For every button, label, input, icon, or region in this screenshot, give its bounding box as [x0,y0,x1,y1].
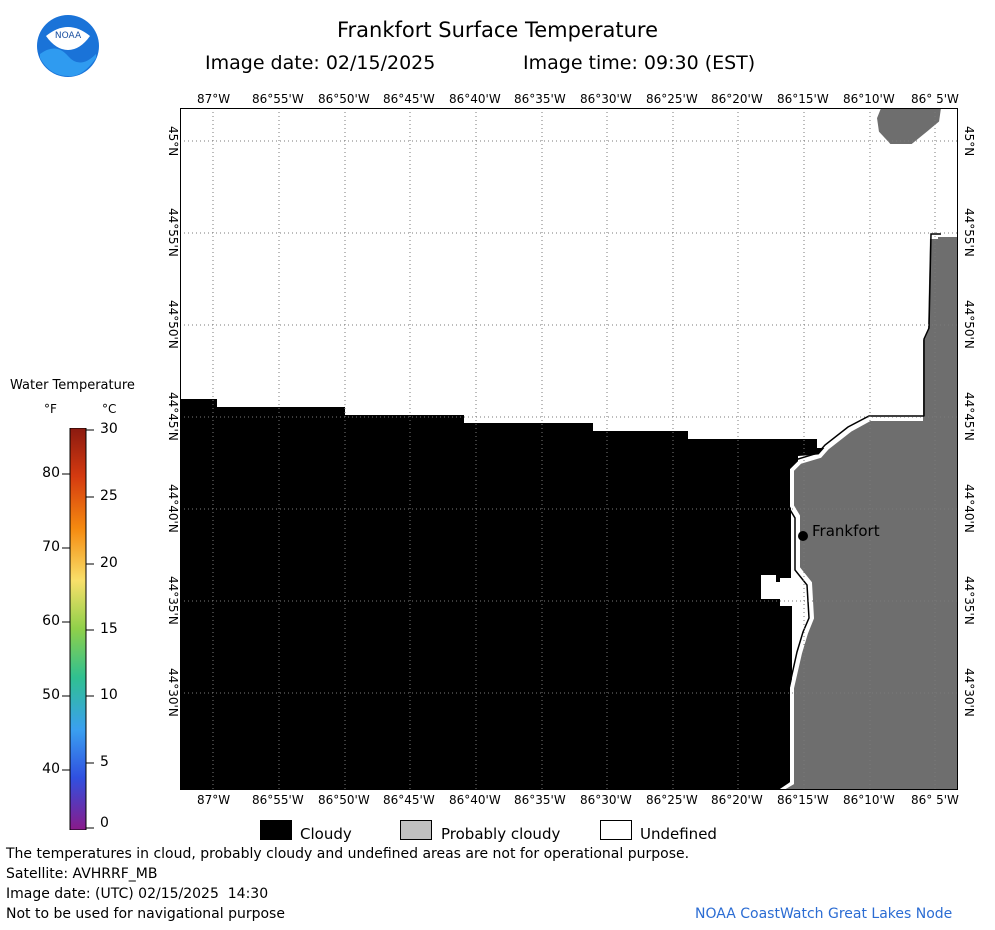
city-label: Frankfort [812,522,880,540]
f-tick-label: 80 [42,465,60,481]
c-tick-label: 15 [100,621,118,637]
legend-label-cloudy: Cloudy [300,825,352,843]
coastline [778,235,938,790]
footer-note: The temperatures in cloud, probably clou… [6,846,690,862]
image-date: Image date: 02/15/2025 [205,52,436,74]
city-marker [798,531,808,541]
legend-label-undefined: Undefined [640,825,717,843]
lat-label-right: 44°55'N [962,208,976,257]
lat-label-left: 44°40'N [166,484,180,533]
lon-label-bottom: 86°55'W [252,793,304,807]
colorbar-title: Water Temperature [10,378,135,393]
lon-label-top: 86°40'W [449,92,501,106]
lon-label-bottom: 86°30'W [580,793,632,807]
lon-label-top: 86°20'W [711,92,763,106]
lon-label-bottom: 86°50'W [318,793,370,807]
cloudy-region [180,399,825,790]
lon-label-bottom: 86° 5'W [911,793,959,807]
lat-label-right: 44°50'N [962,300,976,349]
c-tick-label: 25 [100,488,118,504]
credit-link[interactable]: NOAA CoastWatch Great Lakes Node [695,906,953,922]
graticule [180,108,958,790]
undefined-notch [761,575,792,599]
f-tick-label: 60 [42,613,60,629]
colorbar-ticks [62,429,94,829]
lat-label-left: 45°N [166,126,180,157]
lon-label-bottom: 86°20'W [711,793,763,807]
lon-label-bottom: 86°10'W [843,793,895,807]
lat-label-left: 44°35'N [166,576,180,625]
lon-label-top: 86°30'W [580,92,632,106]
coastline-outline [776,233,941,790]
lon-label-top: 86°55'W [252,92,304,106]
lat-label-left: 44°55'N [166,208,180,257]
page-title: Frankfort Surface Temperature [336,18,658,42]
lon-label-bottom: 87°W [197,793,231,807]
lat-label-left: 44°45'N [166,392,180,441]
footer-nav-warning: Not to be used for navigational purpose [6,906,285,922]
c-tick-label: 0 [100,815,109,831]
legend-swatch-undefined [600,820,632,840]
legend-swatch-cloudy [260,820,292,840]
footer-satellite: Satellite: AVHRRF_MB [6,866,158,882]
c-tick-label: 10 [100,687,118,703]
lon-label-bottom: 86°15'W [777,793,829,807]
lat-label-left: 44°30'N [166,668,180,717]
lon-label-top: 87°W [197,92,231,106]
lon-label-top: 86°25'W [646,92,698,106]
f-tick-label: 50 [42,687,60,703]
f-tick-label: 40 [42,761,60,777]
f-tick-label: 70 [42,539,60,555]
lon-label-bottom: 86°40'W [449,793,501,807]
lat-label-right: 44°30'N [962,668,976,717]
footer-utc-date: Image date: (UTC) 02/15/2025 14:30 [6,886,269,902]
temperature-colorbar [62,428,94,830]
c-tick-label: 5 [100,754,109,770]
temperature-map [180,108,958,790]
probably-cloudy-region [780,237,958,790]
lon-label-top: 86°10'W [843,92,895,106]
lon-label-top: 86°45'W [383,92,435,106]
lon-label-top: 86°35'W [514,92,566,106]
noaa-logo: NOAA [36,14,100,78]
island [874,108,944,146]
lat-label-right: 44°40'N [962,484,976,533]
lat-label-right: 45°N [962,126,976,157]
lon-label-top: 86°15'W [777,92,829,106]
unit-fahrenheit: °F [44,402,57,416]
lon-label-bottom: 86°35'W [514,793,566,807]
legend-label-probably-cloudy: Probably cloudy [441,825,561,843]
lat-label-left: 44°50'N [166,300,180,349]
c-tick-label: 20 [100,555,118,571]
lon-label-bottom: 86°45'W [383,793,435,807]
lat-label-right: 44°45'N [962,392,976,441]
map-frame [180,108,958,790]
legend-swatch-probably-cloudy [400,820,432,840]
logo-text: NOAA [55,31,82,41]
lat-label-right: 44°35'N [962,576,976,625]
unit-celsius: °C [102,402,117,416]
image-time: Image time: 09:30 (EST) [523,52,756,74]
lon-label-top: 86° 5'W [911,92,959,106]
lon-label-top: 86°50'W [318,92,370,106]
lon-label-bottom: 86°25'W [646,793,698,807]
c-tick-label: 30 [100,421,118,437]
